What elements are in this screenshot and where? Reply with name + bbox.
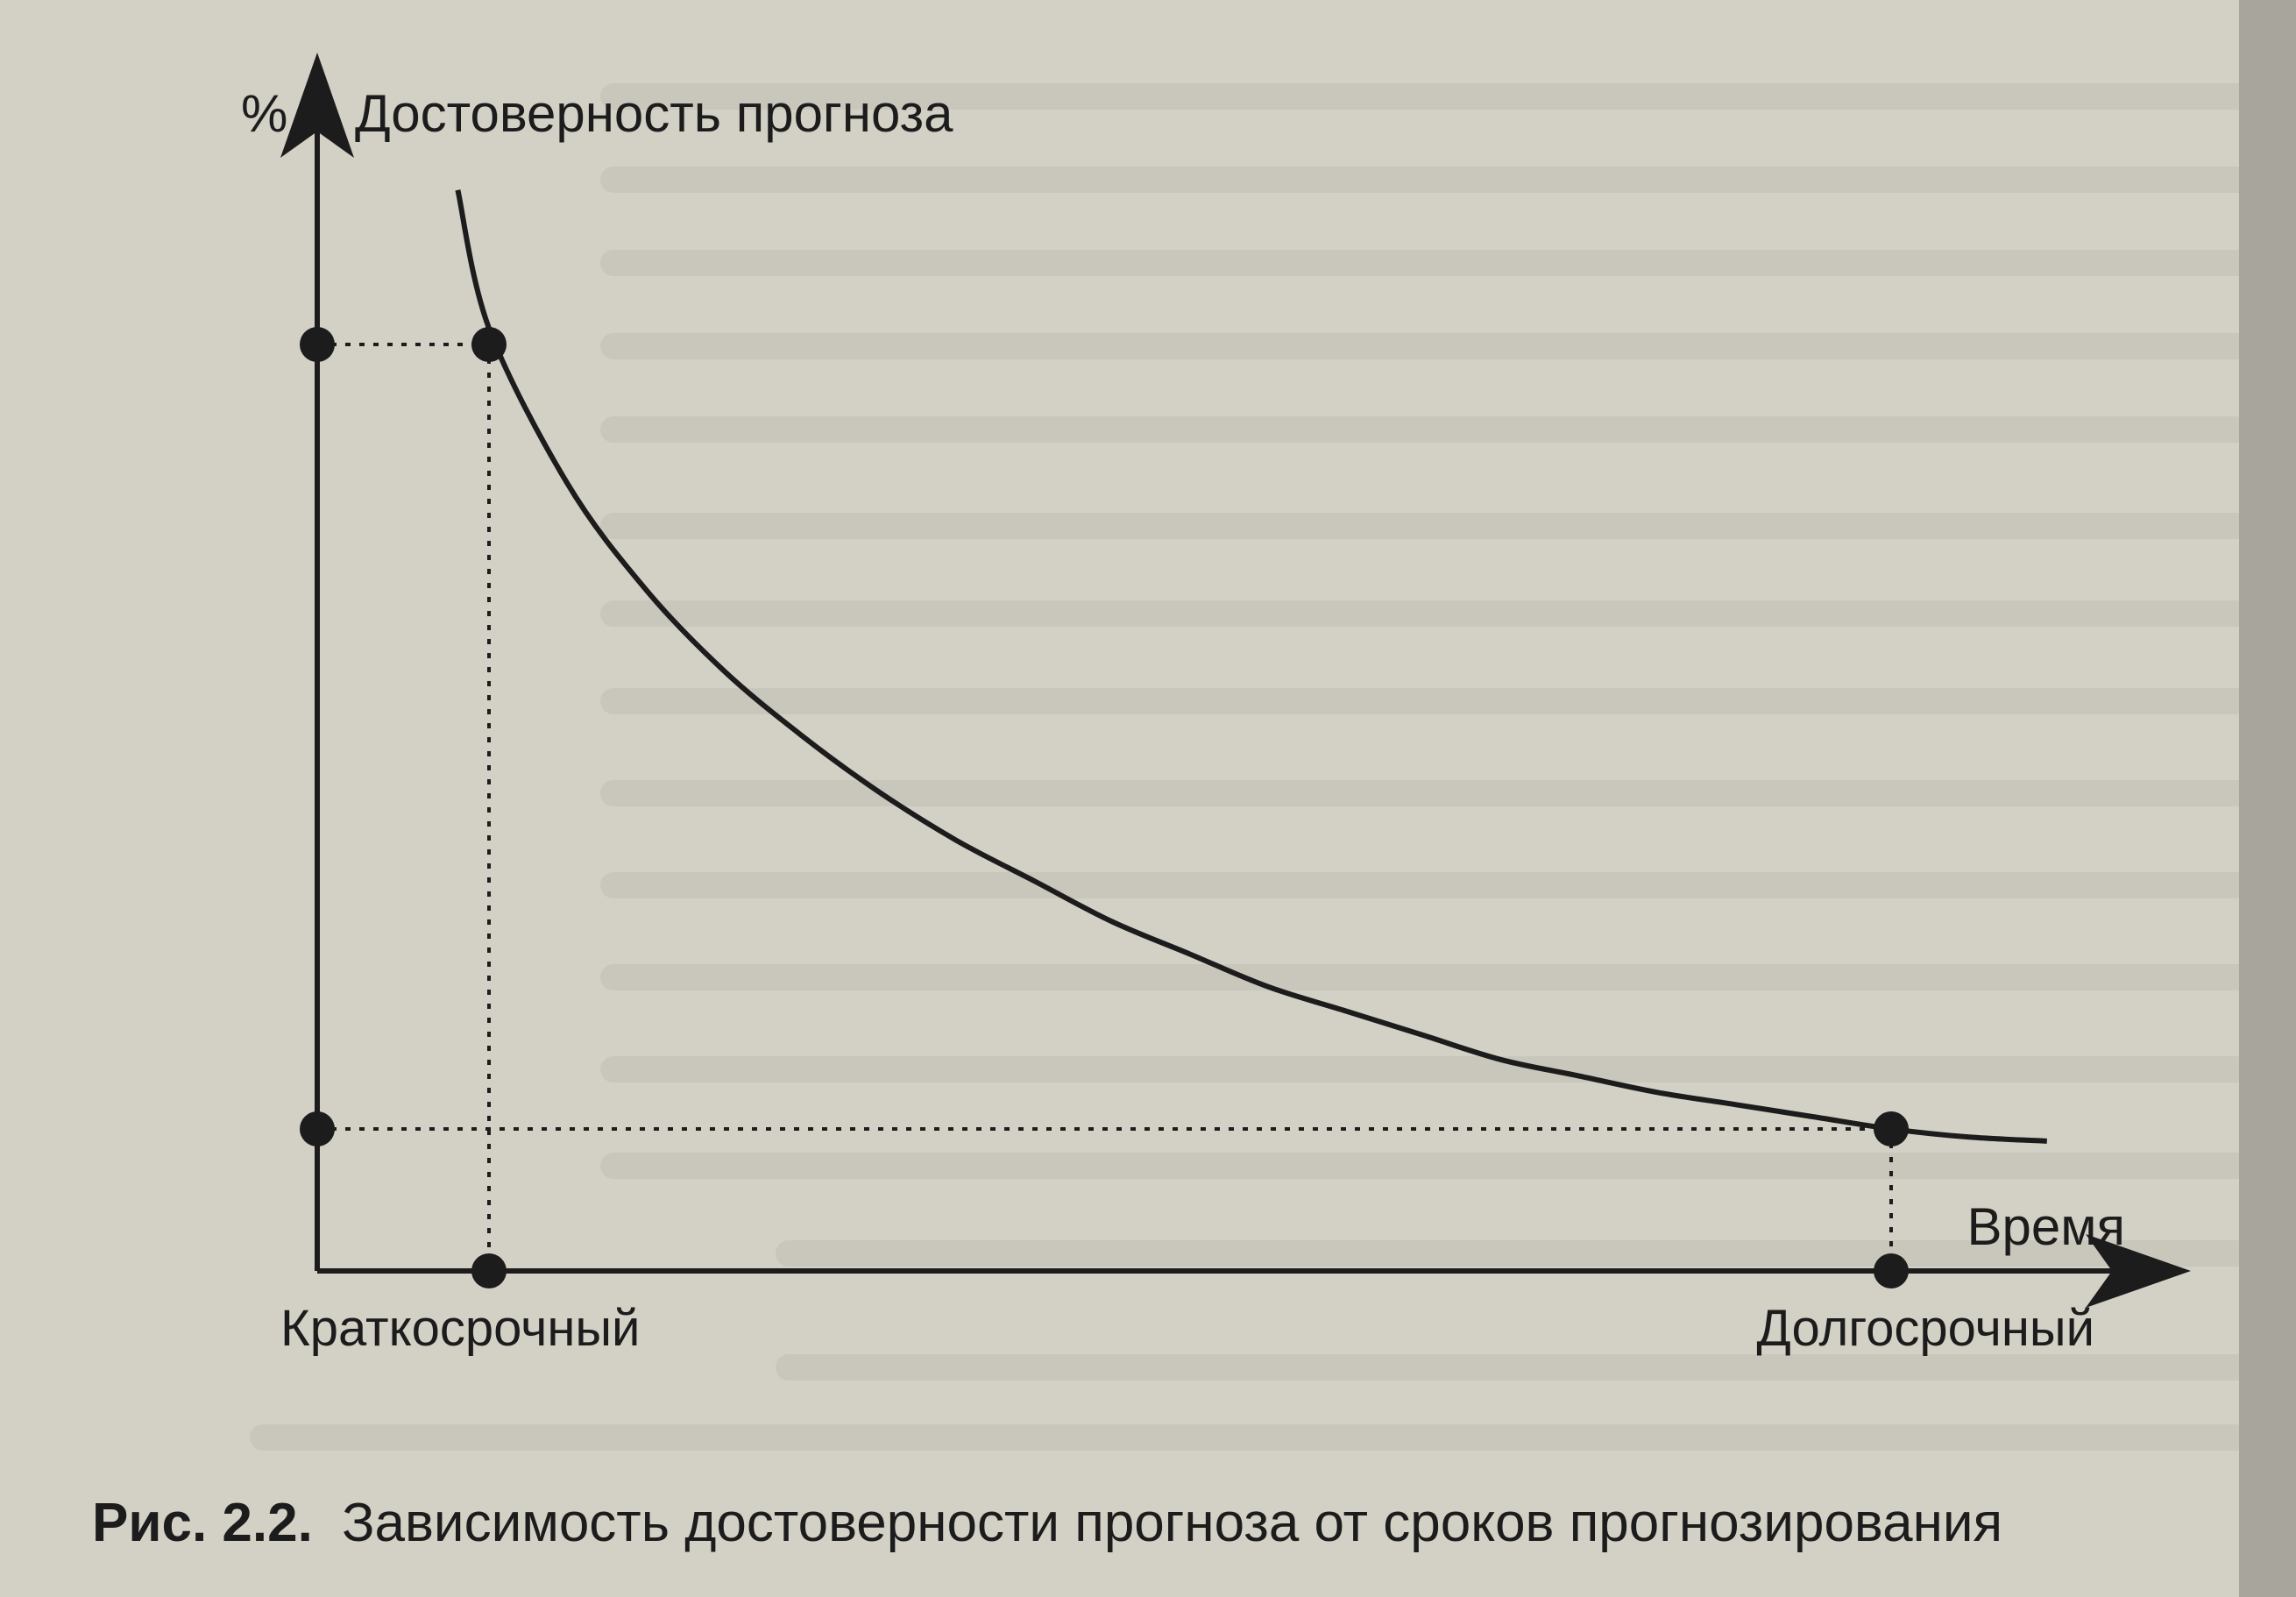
x-axis-point-short-term: [471, 1253, 507, 1288]
tick-label-long-term: Долгосрочный: [1757, 1300, 2094, 1357]
y-axis-title: Достоверность прогноза: [355, 84, 953, 143]
show-through-texture: [250, 83, 2257, 1451]
series-line: [455, 189, 2047, 1144]
y-axis-point-long-term: [300, 1111, 335, 1146]
caption-text: Зависимость достоверности прогноза от ср…: [342, 1493, 2002, 1553]
y-axis-point-short-term: [300, 327, 335, 362]
curve-point-long-term: [1874, 1111, 1909, 1146]
curve-point-short-term: [471, 327, 507, 362]
guide-lines: [317, 343, 1893, 1271]
y-unit-label: %: [241, 84, 287, 143]
caption-number: Рис. 2.2.: [92, 1493, 313, 1553]
figure-caption: Рис. 2.2. Зависимость достоверности прог…: [92, 1493, 2002, 1553]
x-axis-point-long-term: [1874, 1253, 1909, 1288]
x-axis-title: Время: [1967, 1197, 2126, 1256]
page-edge-shadow: [2239, 0, 2296, 1597]
marker-points: [300, 327, 1909, 1288]
tick-label-short-term: Краткосрочный: [280, 1300, 640, 1357]
